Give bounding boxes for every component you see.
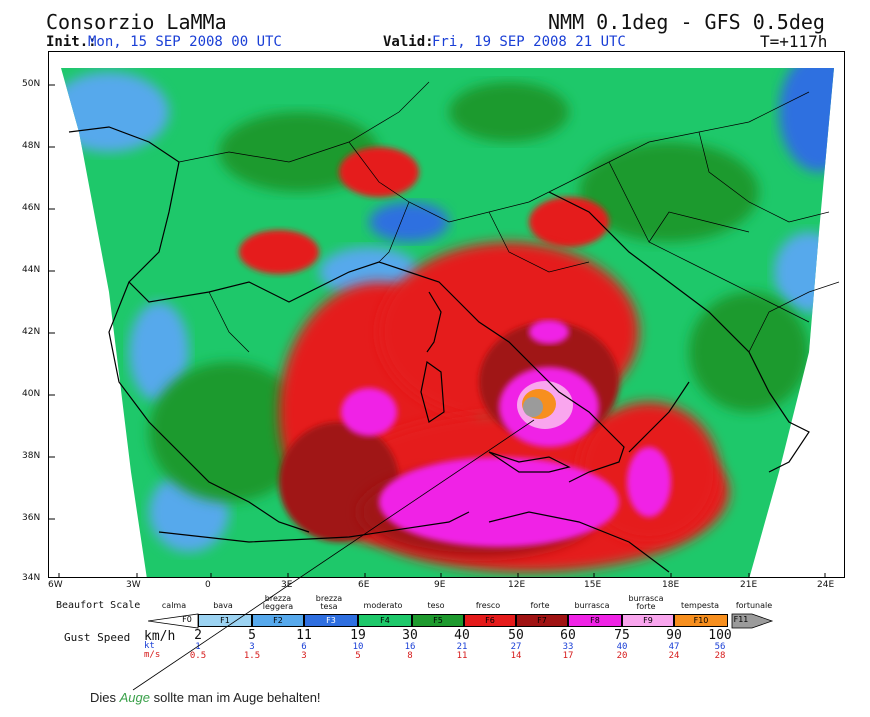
lon-label: 3W <box>126 580 141 590</box>
beaufort-class-name: burrasca <box>574 601 610 610</box>
lat-label: 40N <box>22 389 41 399</box>
lon-label: 24E <box>817 580 835 590</box>
beaufort-cell: F8 <box>568 614 622 627</box>
gust-speed-kmh-value: 2 <box>194 628 202 643</box>
beaufort-class-name: moderato <box>363 601 403 610</box>
lat-label: 44N <box>22 265 41 275</box>
valid-value: Fri, 19 SEP 2008 21 UTC <box>432 34 626 50</box>
beaufort-cell: F9 <box>622 614 674 627</box>
lat-label: 46N <box>22 203 41 213</box>
gust-speed-kt-value: 40 <box>616 642 628 652</box>
lead-time: T=+117h <box>760 32 828 51</box>
lon-label: 3E <box>281 580 293 590</box>
annotation-caption: Dies Auge sollte man im Auge behalten! <box>90 690 321 705</box>
gust-speed-ms-value: 3 <box>301 651 307 661</box>
lon-label: 6W <box>48 580 63 590</box>
gust-speed-ms-value: 28 <box>714 651 726 661</box>
beaufort-cell: F11 <box>733 615 749 624</box>
gust-speed-ms-value: 24 <box>668 651 680 661</box>
init-value: Mon, 15 SEP 2008 00 UTC <box>88 34 282 50</box>
gust-speed-kmh-value: 30 <box>402 628 418 643</box>
beaufort-cell: F1 <box>198 614 252 627</box>
caption-text-after: sollte man im Auge behalten! <box>150 690 321 705</box>
beaufort-class-name: burrasca forte <box>628 594 664 611</box>
gust-speed-ms-value: 17 <box>562 651 574 661</box>
lat-label: 50N <box>22 79 41 89</box>
beaufort-class-name: fortunale <box>735 601 773 610</box>
beaufort-title: Beaufort Scale <box>56 600 141 611</box>
beaufort-cell: F5 <box>412 614 464 627</box>
lat-label: 38N <box>22 451 41 461</box>
beaufort-cell: F4 <box>358 614 412 627</box>
beaufort-class-name: calma <box>161 601 187 610</box>
gust-speed-ms-value: 1.5 <box>243 651 261 661</box>
wind-gust-map <box>48 51 845 578</box>
beaufort-cell: F0 <box>182 615 192 624</box>
beaufort-cell: F7 <box>516 614 568 627</box>
beaufort-arrow-right <box>731 613 774 629</box>
gust-speed-kmh-value: 40 <box>454 628 470 643</box>
beaufort-class-name: bava <box>213 601 233 610</box>
beaufort-class-name: tempesta <box>680 601 720 610</box>
lat-label: 48N <box>22 141 41 151</box>
beaufort-class-name: brezza tesa <box>315 594 343 611</box>
gust-speed-kmh-value: 100 <box>708 628 732 643</box>
ms-label: m/s <box>144 650 161 660</box>
gust-speed-ms-value: 8 <box>407 651 413 661</box>
beaufort-cell: F2 <box>252 614 304 627</box>
gust-speed-kmh-value: 50 <box>508 628 524 643</box>
gust-speed-kmh-value: 90 <box>666 628 682 643</box>
beaufort-class-name: brezza leggera <box>262 594 294 611</box>
lon-label: 0 <box>205 580 211 590</box>
lon-label: 6E <box>358 580 370 590</box>
beaufort-class-name: teso <box>427 601 445 610</box>
borders <box>178 81 840 353</box>
lon-label: 15E <box>584 580 602 590</box>
beaufort-cell: F6 <box>464 614 516 627</box>
gust-speed-kt-value: 33 <box>562 642 574 652</box>
lon-label: 18E <box>662 580 680 590</box>
gust-speed-kt-value: 47 <box>668 642 680 652</box>
gust-speed-ms-value: 0.5 <box>189 651 207 661</box>
gust-speed-kmh-value: 5 <box>248 628 256 643</box>
beaufort-class-name: forte <box>530 601 550 610</box>
gust-speed-ms-value: 20 <box>616 651 628 661</box>
lat-label: 36N <box>22 513 41 523</box>
map-svg <box>49 68 840 577</box>
gust-speed-kmh-value: 75 <box>614 628 630 643</box>
beaufort-cell: F3 <box>304 614 358 627</box>
lon-label: 9E <box>434 580 446 590</box>
gust-speed-ms-value: 5 <box>355 651 361 661</box>
lon-label: 21E <box>740 580 758 590</box>
caption-text-before: Dies <box>90 690 120 705</box>
gust-speed-ms-value: 14 <box>510 651 522 661</box>
gust-speed-kt-value: 56 <box>714 642 726 652</box>
valid-label: Valid: <box>383 34 434 50</box>
beaufort-class-name: fresco <box>475 601 501 610</box>
model-title: NMM 0.1deg - GFS 0.5deg <box>548 10 825 34</box>
beaufort-cell: F10 <box>674 614 728 627</box>
gust-speed-label: Gust Speed <box>64 631 131 644</box>
lon-label: 12E <box>508 580 526 590</box>
lat-label: 42N <box>22 327 41 337</box>
gust-speed-kmh-value: 60 <box>560 628 576 643</box>
lat-label: 34N <box>22 573 41 583</box>
org-title: Consorzio LaMMa <box>46 10 227 34</box>
init-label: Init.: <box>46 34 97 50</box>
caption-eye-word: Auge <box>119 690 150 705</box>
gust-speed-ms-value: 11 <box>456 651 468 661</box>
gust-speed-kmh-value: 11 <box>296 628 312 643</box>
gust-speed-kmh-value: 19 <box>350 628 366 643</box>
